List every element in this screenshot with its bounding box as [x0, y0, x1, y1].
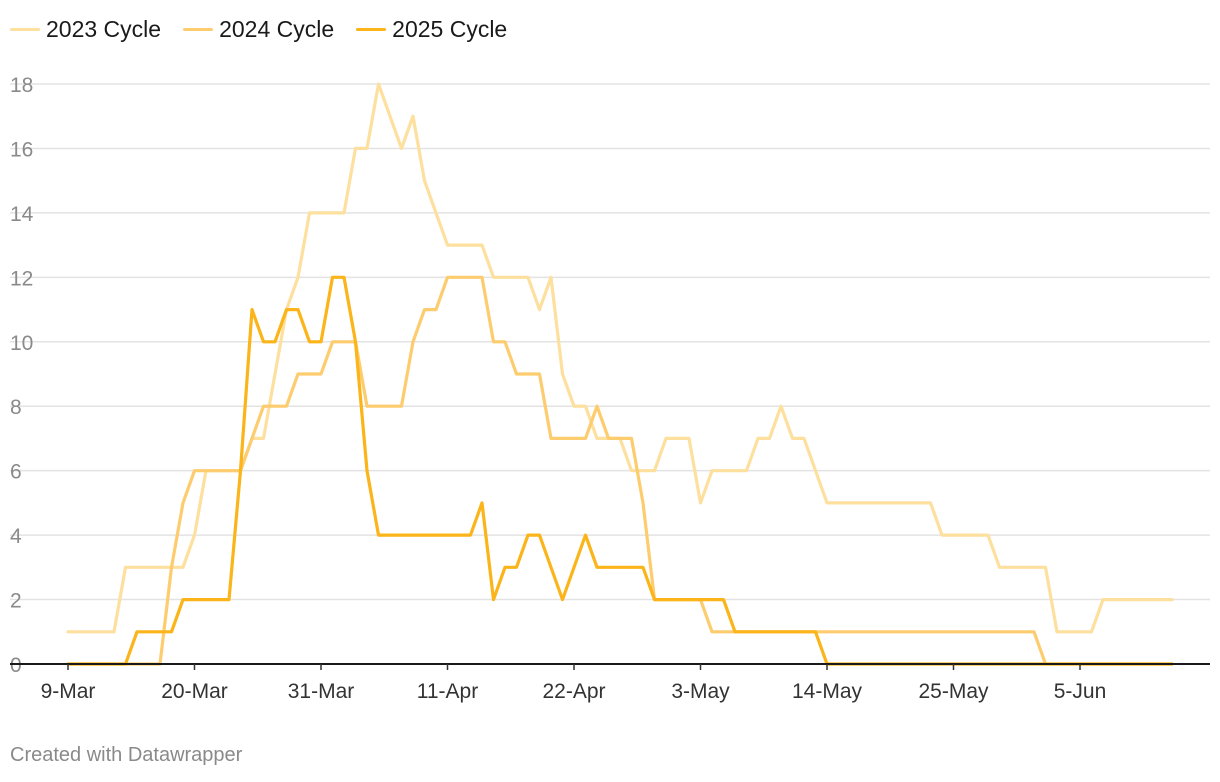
y-tick-label-14: 14: [10, 203, 34, 226]
legend-label-2023: 2023 Cycle: [46, 16, 162, 42]
legend-label-2025: 2025 Cycle: [392, 16, 508, 42]
series-lines: [66, 82, 1174, 666]
x-tick-label-14-May: 14-May: [792, 680, 863, 703]
y-tick-label-16: 16: [10, 138, 33, 161]
y-tick-label-2: 2: [10, 590, 22, 613]
legend-label-2024: 2024 Cycle: [219, 16, 335, 42]
legend-swatch-2025: [356, 28, 387, 31]
x-tick-label-20-Mar: 20-Mar: [161, 680, 228, 703]
x-tick-label-5-Jun: 5-Jun: [1054, 680, 1107, 703]
x-axis-ticks: 9-Mar 20-Mar 31-Mar 11-Apr 22-Apr 3-May 14-May…: [41, 664, 1107, 703]
y-tick-label-10: 10: [10, 332, 33, 355]
y-tick-label-4: 4: [10, 525, 22, 548]
y-axis-ticks: 0 2 4 6 8 10 12 14 16 18: [10, 74, 34, 677]
x-tick-label-31-Mar: 31-Mar: [288, 680, 355, 703]
x-tick-label-25-May: 25-May: [918, 680, 989, 703]
y-tick-label-12: 12: [10, 267, 33, 290]
y-tick-label-0: 0: [10, 654, 22, 677]
x-tick-label-11-Apr: 11-Apr: [417, 680, 478, 703]
line-chart: 0 2 4 6 8 10 12 14 16 18 9-Mar 20-Mar 31-Mar 11-Apr 2…: [10, 74, 1210, 703]
legend-swatch-2024: [183, 28, 214, 31]
y-tick-label-8: 8: [10, 396, 22, 419]
legend-item-2025[interactable]: 2025 Cycle: [356, 16, 507, 43]
credit-footer: Created with Datawrapper: [10, 744, 243, 766]
legend-item-2024[interactable]: 2024 Cycle: [183, 16, 334, 43]
series-line-2024[interactable]: [66, 275, 1174, 666]
series-line-2025[interactable]: [66, 275, 1174, 666]
y-tick-label-18: 18: [10, 74, 33, 97]
chart-legend: 2023 Cycle 2024 Cycle 2025 Cycle: [10, 16, 507, 43]
x-tick-label-22-Apr: 22-Apr: [542, 680, 605, 703]
y-tick-label-6: 6: [10, 461, 22, 484]
legend-item-2023[interactable]: 2023 Cycle: [10, 16, 161, 43]
legend-swatch-2023: [10, 28, 40, 31]
x-tick-label-9-Mar: 9-Mar: [41, 680, 96, 703]
y-gridlines: [10, 83, 1210, 601]
x-tick-label-3-May: 3-May: [671, 680, 730, 703]
series-line-2023[interactable]: [66, 82, 1174, 634]
